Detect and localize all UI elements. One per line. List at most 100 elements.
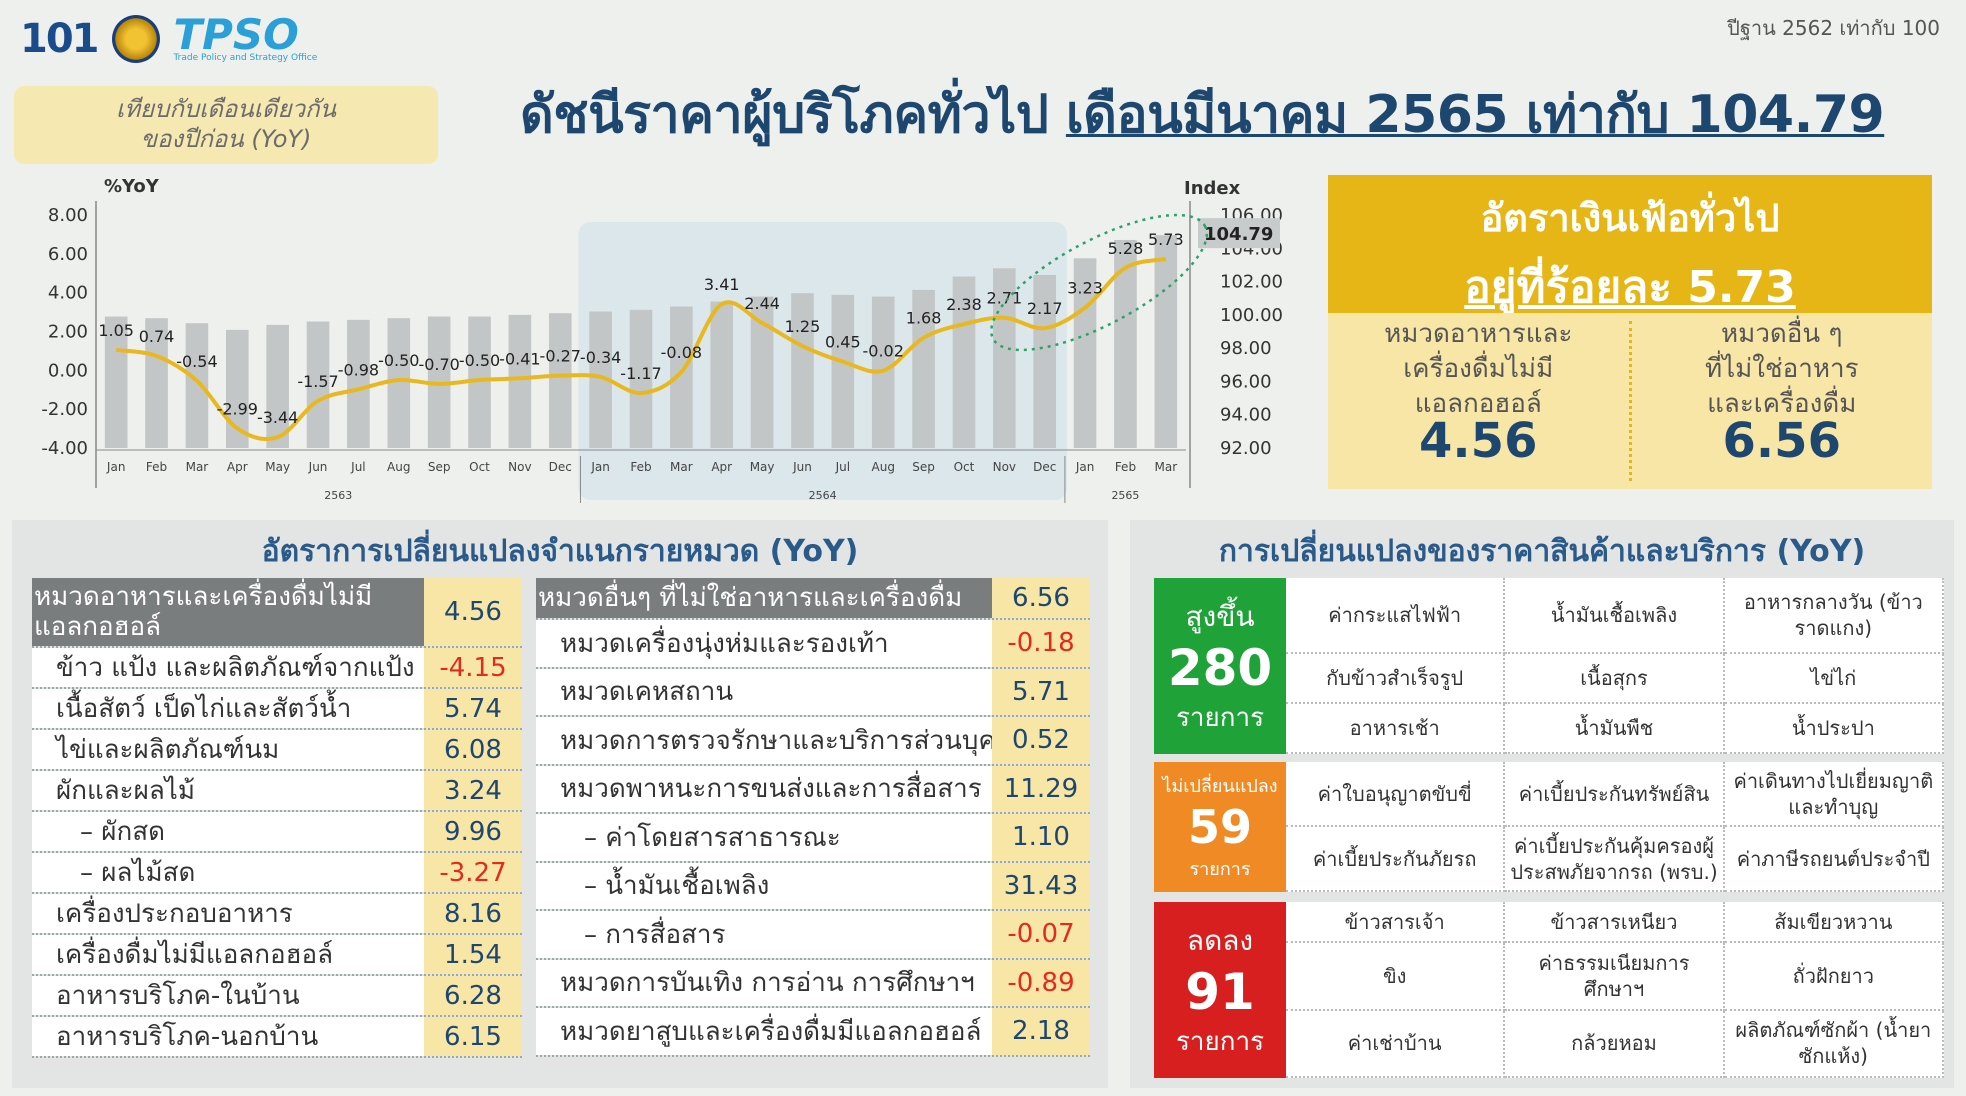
yoy-data-label: 1.68 xyxy=(906,309,942,328)
category-header-row: หมวดอาหารและเครื่องดื่มไม่มีแอลกอฮอล์ 4.5… xyxy=(32,578,522,648)
price-item: ข้าวสารเหนียว xyxy=(1505,902,1725,944)
category-value: 3.24 xyxy=(424,771,522,810)
logo-101: 101 xyxy=(20,16,99,62)
category-name: หมวดการบันเทิง การอ่าน การศึกษาฯ xyxy=(536,959,992,1006)
index-bar xyxy=(225,329,249,448)
yoy-data-label: 2.71 xyxy=(987,289,1023,308)
price-item: ข้าวสารเจ้า xyxy=(1286,902,1506,944)
category-value: 11.29 xyxy=(992,765,1090,812)
yoy-data-label: 2.44 xyxy=(744,294,780,313)
category-value: 4.56 xyxy=(424,578,522,646)
category-value: 1.10 xyxy=(992,814,1090,861)
category-value: 2.18 xyxy=(992,1008,1090,1055)
yoy-data-label: -3.44 xyxy=(257,408,298,427)
month-tick-label: May xyxy=(265,460,290,474)
price-group-badge: ลดลง 91 รายการ xyxy=(1154,902,1286,1078)
price-group-count: 280 xyxy=(1167,638,1273,697)
price-item: ค่าใบอนุญาตขับขี่ xyxy=(1286,762,1506,827)
index-bar xyxy=(1073,258,1097,448)
price-item: น้ำประปา xyxy=(1724,704,1944,754)
yoy-note-line-2: ของปีก่อน (YoY) xyxy=(140,125,312,153)
index-bar xyxy=(1154,235,1178,448)
yoy-data-label: 0.45 xyxy=(825,333,861,352)
price-item: อาหารกลางวัน (ข้าวราดแกง) xyxy=(1724,578,1944,654)
page-title-prefix: ดัชนีราคาผู้บริโภคทั่วไป xyxy=(520,85,1066,145)
category-name: หมวดอาหารและเครื่องดื่มไม่มีแอลกอฮอล์ xyxy=(32,578,424,646)
left-axis-tick-label: 2.00 xyxy=(48,322,88,343)
price-group-items: ค่ากระแสไฟฟ้า น้ำมันเชื้อเพลิง อาหารกลางวั… xyxy=(1286,578,1944,754)
price-item: ผลิตภัณฑ์ซักผ้า (น้ำยาซักแห้ง) xyxy=(1724,1010,1944,1078)
index-bar xyxy=(629,309,653,448)
month-tick-label: Jan xyxy=(1075,460,1095,474)
category-name: – น้ำมันเชื้อเพลิง xyxy=(536,862,992,909)
food-category-table: หมวดอาหารและเครื่องดื่มไม่มีแอลกอฮอล์ 4.5… xyxy=(32,578,522,1058)
price-item: ส้มเขียวหวาน xyxy=(1724,902,1944,944)
category-row: – น้ำมันเชื้อเพลิง 31.43 xyxy=(536,862,1090,911)
category-value: 8.16 xyxy=(424,894,522,933)
category-row: เครื่องประกอบอาหาร 8.16 xyxy=(32,894,522,935)
food-inflation: หมวดอาหารและ เครื่องดื่มไม่มี แอลกอฮอล์ … xyxy=(1328,313,1629,489)
yoy-data-label: -1.57 xyxy=(297,372,338,391)
category-value: -0.18 xyxy=(992,620,1090,667)
nonfood-inflation: หมวดอื่น ๆ ที่ไม่ใช่อาหาร และเครื่องดื่ม… xyxy=(1632,313,1933,489)
month-tick-label: Oct xyxy=(954,460,975,474)
category-name: – ผักสด xyxy=(32,812,424,851)
tpso-logo-subtext: Trade Policy and Strategy Office xyxy=(173,53,318,63)
category-row: หมวดพาหนะการขนส่งและการสื่อสาร 11.29 xyxy=(536,765,1090,814)
month-tick-label: Feb xyxy=(146,460,167,474)
month-tick-label: Jun xyxy=(792,460,812,474)
category-row: ไข่และผลิตภัณฑ์นม 6.08 xyxy=(32,730,522,771)
index-bar xyxy=(468,316,491,448)
price-group-items: ค่าใบอนุญาตขับขี่ ค่าเบี้ยประกันทรัพย์สิน… xyxy=(1286,762,1944,892)
category-name: เนื้อสัตว์ เป็ดไก่และสัตว์น้ำ xyxy=(32,689,424,728)
month-tick-label: Oct xyxy=(469,460,490,474)
nonfood-category-table: หมวดอื่นๆ ที่ไม่ใช่อาหารและเครื่องดื่ม 6.… xyxy=(536,578,1090,1057)
price-group-label-top: ไม่เปลี่ยนแปลง xyxy=(1162,776,1278,797)
category-row: หมวดยาสูบและเครื่องดื่มมีแอลกอฮอล์ 2.18 xyxy=(536,1008,1090,1057)
yoy-data-label: 3.23 xyxy=(1067,279,1103,298)
inflation-headline-line-2: อยู่ที่ร้อยละ 5.73 xyxy=(1464,262,1796,313)
page-title: ดัชนีราคาผู้บริโภคทั่วไป เดือนมีนาคม 256… xyxy=(520,72,1885,155)
month-tick-label: Aug xyxy=(872,460,895,474)
price-group-label-top: สูงขึ้น xyxy=(1185,599,1255,633)
month-tick-label: Feb xyxy=(630,460,651,474)
month-tick-label: Mar xyxy=(670,460,693,474)
category-value: 9.96 xyxy=(424,812,522,851)
index-bar xyxy=(750,296,774,448)
price-group-count: 91 xyxy=(1185,962,1255,1021)
month-tick-label: Jul xyxy=(835,460,850,474)
price-group-items: ข้าวสารเจ้า ข้าวสารเหนียว ส้มเขียวหวาน ขิงค… xyxy=(1286,902,1944,1078)
category-row: หมวดเครื่องนุ่งห่มและรองเท้า -0.18 xyxy=(536,620,1090,669)
price-item: ค่าเดินทางไปเยี่ยมญาติและทำบุญ xyxy=(1724,762,1944,827)
nonfood-inflation-label-3: และเครื่องดื่ม xyxy=(1707,389,1857,419)
price-item: ค่าภาษีรถยนต์ประจำปี xyxy=(1724,827,1944,892)
price-group: ไม่เปลี่ยนแปลง 59 รายการ ค่าใบอนุญาตขับขี่ค… xyxy=(1154,762,1944,892)
left-axis-tick-label: 6.00 xyxy=(48,244,88,265)
price-item: กับข้าวสำเร็จรูป xyxy=(1286,654,1506,704)
index-bar xyxy=(1033,274,1057,448)
logo-group: 101 TPSO Trade Policy and Strategy Offic… xyxy=(20,8,317,70)
current-index-box xyxy=(1198,218,1280,249)
category-value: 6.15 xyxy=(424,1017,522,1056)
category-value: -0.07 xyxy=(992,911,1090,958)
price-item: น้ำมันพืช xyxy=(1505,704,1725,754)
category-name: – ค่าโดยสารสาธารณะ xyxy=(536,814,992,861)
food-inflation-label-2: เครื่องดื่มไม่มี xyxy=(1403,354,1554,384)
inflation-breakdown: หมวดอาหารและ เครื่องดื่มไม่มี แอลกอฮอล์ … xyxy=(1328,313,1932,489)
index-bar xyxy=(710,301,734,448)
category-name: หมวดเครื่องนุ่งห่มและรองเท้า xyxy=(536,620,992,667)
year-label: 2565 xyxy=(1111,489,1139,502)
index-bar xyxy=(347,319,370,448)
category-name: หมวดยาสูบและเครื่องดื่มมีแอลกอฮอล์ xyxy=(536,1008,992,1055)
category-value: -0.89 xyxy=(992,959,1090,1006)
category-row: หมวดการตรวจรักษาและบริการส่วนบุคคล 0.52 xyxy=(536,717,1090,766)
category-row: ผักและผลไม้ 3.24 xyxy=(32,771,522,812)
month-tick-label: Mar xyxy=(186,460,209,474)
category-row: อาหารบริโภค-ในบ้าน 6.28 xyxy=(32,976,522,1017)
month-tick-label: Sep xyxy=(912,460,935,474)
yoy-data-label: -1.17 xyxy=(620,364,661,383)
index-bar xyxy=(670,306,693,448)
tpso-logo: TPSO Trade Policy and Strategy Office xyxy=(173,14,318,64)
price-group-label-top: ลดลง xyxy=(1186,923,1254,957)
category-header-row: หมวดอื่นๆ ที่ไม่ใช่อาหารและเครื่องดื่ม 6.… xyxy=(536,578,1090,620)
